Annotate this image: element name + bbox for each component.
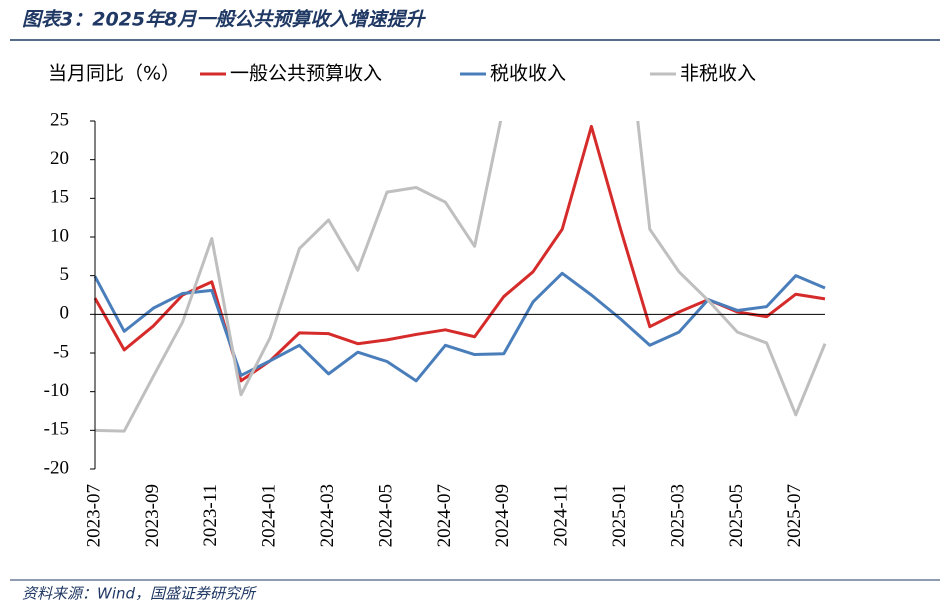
y-tick-label: -10 <box>44 380 69 401</box>
series-line <box>93 271 826 383</box>
plot-area <box>93 121 827 433</box>
x-tick-label: 2024-05 <box>375 484 396 547</box>
y-tick-label: 20 <box>50 148 69 169</box>
y-tick-label: 0 <box>60 303 70 324</box>
x-tick-label: 2024-07 <box>434 484 455 547</box>
legend-label: 非税收入 <box>680 63 756 85</box>
legend-label: 一般公共预算收入 <box>230 63 382 85</box>
source: 资料来源：Wind，国盛证券研究所 <box>22 585 257 603</box>
x-tick-label: 2024-09 <box>492 484 513 547</box>
x-tick-label: 2023-11 <box>200 484 221 547</box>
y-tick-label: -20 <box>44 457 69 478</box>
y-axis-label: 当月同比（%） <box>48 63 180 85</box>
y-tick-label: -5 <box>53 341 69 362</box>
y-tick-label: 5 <box>60 264 70 285</box>
x-tick-label: 2025-03 <box>667 484 688 547</box>
x-tick-label: 2024-03 <box>317 484 338 547</box>
y-tick-label: 10 <box>50 225 69 246</box>
y-tick-label: 15 <box>50 187 69 208</box>
chart-title: 图表3：2025年8月一般公共预算收入增速提升 <box>22 9 426 31</box>
series-line <box>93 124 826 383</box>
x-tick-label: 2024-01 <box>259 484 280 547</box>
x-tick-label: 2023-09 <box>142 484 163 547</box>
series-line <box>94 121 827 433</box>
x-tick-label: 2025-01 <box>609 484 630 547</box>
legend-label: 税收收入 <box>490 63 566 85</box>
x-tick-label: 2024-11 <box>551 484 572 547</box>
x-tick-label: 2025-07 <box>784 484 805 547</box>
y-tick-label: -15 <box>44 419 69 440</box>
x-tick-label: 2025-05 <box>726 484 747 547</box>
y-tick-label: 25 <box>50 109 69 130</box>
x-tick-label: 2023-07 <box>83 484 104 547</box>
